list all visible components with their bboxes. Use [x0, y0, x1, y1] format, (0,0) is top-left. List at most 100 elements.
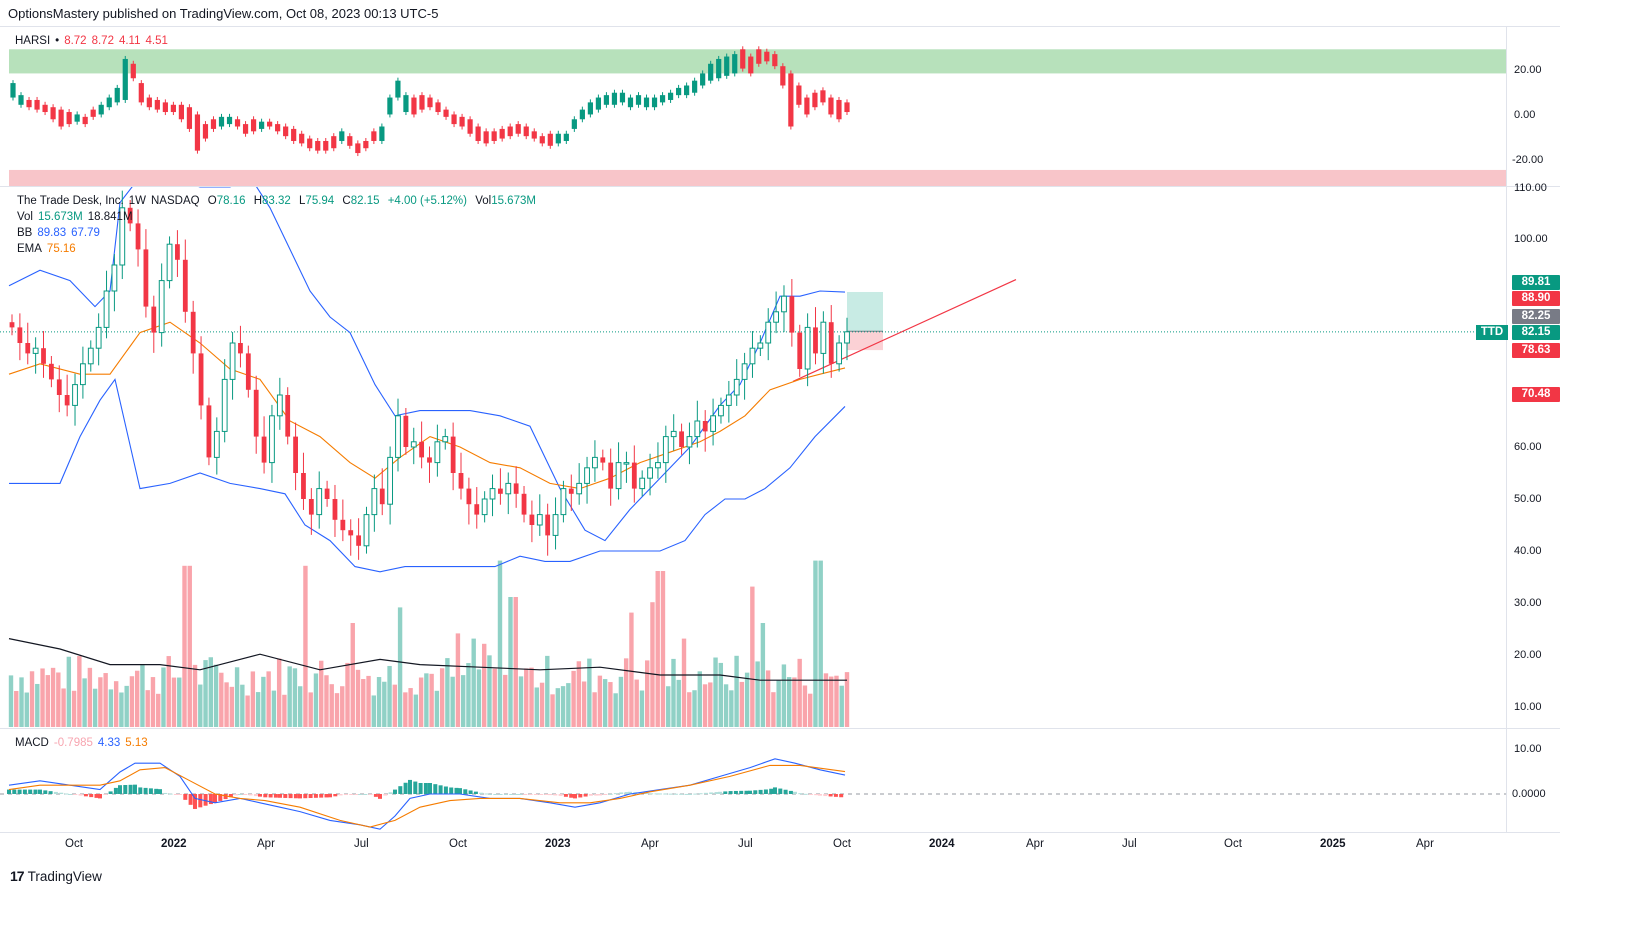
- price-candle: [568, 488, 574, 494]
- bb-upper-value: 89.83: [37, 227, 67, 239]
- volume-bar: [471, 638, 476, 727]
- volume-bar: [529, 667, 534, 727]
- volume-bar: [371, 695, 376, 727]
- price-candle: [363, 514, 370, 547]
- volume-bar: [261, 676, 266, 727]
- harsi-candle: [379, 126, 385, 141]
- harsi-candle: [178, 104, 185, 120]
- volume-bar: [177, 677, 182, 727]
- harsi-candle: [275, 124, 281, 132]
- macd-histogram-bar: [553, 794, 558, 796]
- macd-axis-0: 0.0000: [1512, 788, 1546, 800]
- price-candle: [25, 343, 31, 354]
- price-candle: [229, 342, 236, 380]
- harsi-candle: [483, 131, 489, 144]
- volume-bar: [844, 672, 850, 727]
- bb-lower-line: [9, 378, 846, 573]
- harsi-axis-neg20: -20.00: [1512, 154, 1544, 166]
- price-candle: [686, 436, 693, 448]
- volume-bar: [329, 684, 334, 727]
- volume-bar: [650, 602, 655, 727]
- harsi-candle: [50, 107, 56, 120]
- macd-pane[interactable]: [0, 729, 1506, 832]
- volume-bar: [592, 692, 597, 727]
- price-candle: [95, 326, 102, 349]
- high-label: H: [253, 195, 263, 207]
- price-candle: [198, 353, 204, 406]
- macd-histogram-bar: [823, 794, 828, 797]
- volume-bar: [645, 660, 650, 727]
- harsi-candle: [772, 54, 778, 67]
- harsi-candle: [684, 85, 690, 96]
- macd-histogram-bar: [7, 789, 11, 794]
- macd-histogram-bar: [733, 790, 738, 794]
- volume-bar: [324, 675, 329, 727]
- volume-bar: [382, 681, 387, 727]
- volume-bar: [539, 682, 545, 727]
- trend-line: [792, 279, 1017, 383]
- price-pane[interactable]: [0, 187, 1506, 728]
- price-candle: [757, 342, 764, 349]
- macd-histogram-bar: [178, 794, 182, 795]
- macd-histogram-bar: [709, 792, 714, 794]
- harsi-candle: [106, 97, 112, 108]
- harsi-candle: [491, 131, 497, 141]
- macd-divider: [0, 728, 1560, 729]
- price-candle: [213, 430, 220, 458]
- harsi-legend: HARSI • 8.72 8.72 4.11 4.51: [15, 33, 173, 49]
- macd-histogram-bar: [658, 793, 662, 795]
- macd-histogram-bar: [193, 794, 197, 809]
- price-candle: [410, 441, 417, 448]
- macd-histogram-bar: [668, 793, 673, 795]
- harsi-pane[interactable]: [0, 26, 1506, 186]
- volume-bar: [576, 661, 582, 727]
- macd-histogram-bar: [688, 794, 692, 795]
- volume-bar: [271, 690, 277, 727]
- volume-bar: [697, 671, 702, 727]
- macd-histogram-bar: [203, 794, 208, 806]
- macd-histogram-bar: [143, 787, 148, 794]
- volume-bar: [355, 669, 361, 727]
- price-candle: [135, 223, 141, 250]
- macd-histogram-bar: [793, 791, 797, 794]
- macd-histogram-bar: [138, 787, 143, 794]
- volume-bar: [518, 676, 524, 727]
- volume-bar: [545, 655, 550, 727]
- price-candle: [497, 488, 503, 494]
- macd-histogram-bar: [253, 794, 258, 797]
- axis-100: 100.00: [1514, 233, 1548, 245]
- price-candle: [813, 327, 818, 354]
- harsi-candle: [627, 97, 634, 108]
- volume-ma-line: [8, 638, 847, 681]
- footer-brand[interactable]: 17 TradingView: [10, 868, 102, 884]
- price-candle: [111, 264, 118, 292]
- volume-bar: [829, 676, 834, 727]
- badge-entry: 82.25: [1512, 309, 1560, 324]
- macd-histogram-bar: [714, 792, 719, 794]
- time-axis[interactable]: Oct 2022 Apr Jul Oct 2023 Apr Jul Oct 2024 Apr Jul O…: [0, 838, 1506, 854]
- volume-bar: [56, 672, 61, 727]
- macd-histogram-bar: [12, 789, 17, 794]
- volume-bar: [108, 689, 114, 727]
- macd-histogram-bar: [78, 794, 83, 796]
- macd-histogram-bar: [594, 794, 599, 796]
- harsi-candle: [635, 95, 642, 105]
- volume-bar: [560, 686, 566, 727]
- macd-histogram-bar: [548, 794, 552, 796]
- price-candle: [442, 436, 449, 443]
- macd-histogram-bar: [154, 788, 159, 794]
- price-candle: [151, 306, 157, 333]
- harsi-candle: [138, 83, 144, 103]
- harsi-candle: [475, 126, 481, 141]
- macd-histogram-bar: [748, 790, 752, 794]
- macd-histogram-bar: [628, 791, 632, 794]
- price-candle: [301, 473, 306, 499]
- vol-value: 15.673M: [491, 195, 536, 207]
- macd-histogram-bar: [423, 783, 428, 794]
- macd-histogram-bar: [443, 786, 448, 794]
- volume-bar: [376, 677, 382, 727]
- price-candle: [600, 457, 606, 463]
- price-candle: [253, 389, 259, 437]
- harsi-candle: [387, 97, 393, 115]
- bb-legend-label: BB: [17, 227, 33, 239]
